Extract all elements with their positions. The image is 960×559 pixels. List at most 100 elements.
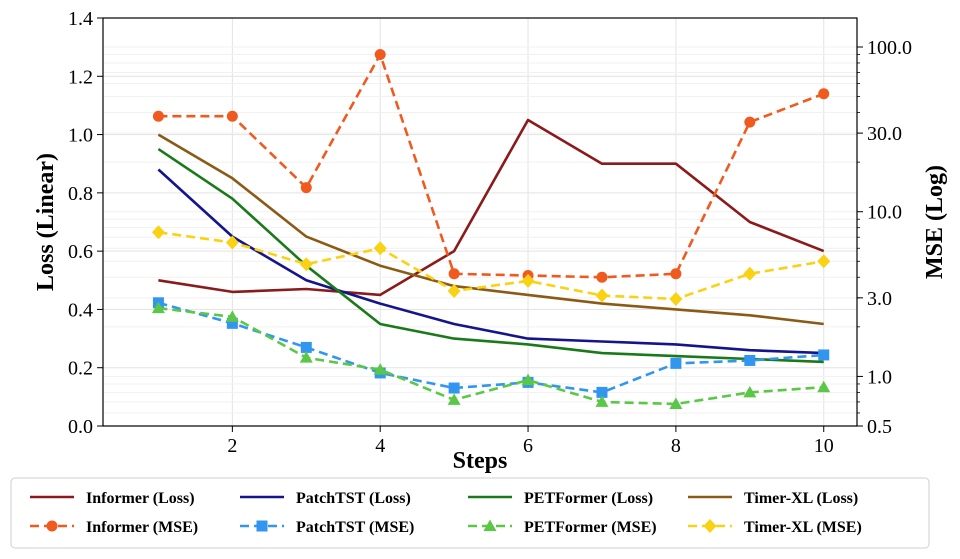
data-point: [743, 266, 757, 281]
data-point: [225, 310, 239, 322]
legend-item: PatchTST (Loss): [240, 490, 411, 507]
y-right-tick-label: 100.0: [867, 37, 912, 59]
legend-label: PatchTST (Loss): [296, 490, 411, 507]
data-point: [595, 288, 609, 303]
y-right-tick-label: 30.0: [867, 123, 902, 145]
legend-label: PatchTST (MSE): [296, 519, 414, 536]
x-tick-label: 4: [375, 435, 385, 457]
y-axis-right: 0.5 1.0 3.0 10.0 30.0 100.0: [857, 37, 912, 438]
y-left-tick-label: 0.2: [68, 358, 93, 380]
legend-marker: [256, 520, 268, 532]
y-right-tick-label: 0.5: [867, 416, 892, 438]
y-right-tick-label: 10.0: [867, 202, 902, 224]
y-axis-left-title: Loss (Linear): [33, 153, 59, 291]
series-7: [151, 225, 831, 307]
series-4: [152, 49, 830, 283]
data-point: [670, 357, 682, 369]
series-line: [158, 306, 824, 406]
legend-marker: [46, 520, 58, 532]
legend-item: Timer-XL (MSE): [688, 519, 862, 536]
legend-item: PatchTST (MSE): [240, 519, 414, 536]
data-point: [373, 241, 387, 256]
data-point: [595, 395, 609, 407]
series-2: [157, 148, 824, 364]
y-left-tick-label: 0.0: [68, 416, 93, 438]
x-axis: 2 4 6 8 10: [227, 426, 834, 457]
data-point: [151, 225, 165, 240]
data-point: [226, 317, 238, 329]
data-point: [448, 382, 460, 394]
data-point: [447, 284, 461, 299]
series-line: [157, 148, 824, 364]
y-left-tick-label: 1.0: [68, 125, 93, 147]
data-point: [151, 301, 165, 314]
data-point: [596, 271, 608, 283]
series-layer: [151, 49, 831, 410]
x-tick-label: 2: [227, 435, 237, 457]
legend-item: PETFormer (Loss): [468, 490, 653, 507]
legend-label: Informer (MSE): [86, 519, 198, 536]
y-left-tick-label: 0.8: [68, 183, 93, 205]
legend-label: PETFormer (Loss): [524, 490, 653, 507]
legend-label: Timer-XL (Loss): [744, 490, 858, 507]
legend-label: Timer-XL (MSE): [744, 519, 862, 536]
legend-box: [10, 477, 930, 549]
data-point: [300, 341, 312, 353]
y-left-tick-label: 0.6: [68, 241, 93, 263]
y-left-tick-label: 0.4: [68, 299, 93, 321]
series-line: [158, 118, 825, 297]
y-right-tick-label: 1.0: [867, 366, 892, 388]
data-point: [448, 268, 460, 280]
data-point: [373, 363, 387, 375]
x-tick-label: 10: [814, 435, 834, 457]
legend-label: PETFormer (MSE): [524, 519, 657, 536]
data-point: [669, 397, 683, 410]
data-point: [818, 88, 830, 100]
data-point: [374, 49, 386, 61]
data-point: [521, 273, 535, 288]
y-left-tick-label: 1.4: [68, 8, 93, 30]
legend-item: Timer-XL (Loss): [688, 490, 858, 507]
data-point: [300, 182, 312, 194]
data-point: [299, 257, 313, 272]
data-point: [669, 292, 683, 307]
y-axis-left: 0.0 0.2 0.4 0.6 0.8 1.0 1.2 1.4: [68, 8, 103, 438]
y-right-tick-label: 3.0: [867, 288, 892, 310]
data-point: [447, 393, 461, 405]
legend-item: PETFormer (MSE): [468, 519, 657, 536]
series-6: [151, 301, 831, 410]
data-point: [743, 385, 757, 398]
data-point: [744, 116, 756, 128]
legend-item: Informer (Loss): [30, 490, 195, 507]
x-tick-label: 6: [523, 435, 533, 457]
data-point: [817, 254, 831, 269]
series-1: [157, 168, 824, 355]
y-left-tick-label: 1.2: [68, 66, 93, 88]
x-axis-title: Steps: [453, 448, 508, 474]
data-point: [817, 380, 831, 393]
series-line: [157, 168, 824, 355]
series-line: [158, 301, 824, 394]
series-line: [158, 53, 825, 279]
data-point: [818, 349, 830, 361]
data-point: [744, 354, 756, 366]
plot-frame: [102, 17, 858, 427]
legend-item: Informer (MSE): [30, 519, 198, 536]
data-point: [152, 110, 164, 122]
data-point: [299, 351, 313, 363]
legend-label: Informer (Loss): [86, 490, 195, 507]
data-point: [521, 373, 535, 386]
legend: Informer (Loss) PatchTST (Loss) PETFormer …: [10, 477, 930, 549]
series-line: [158, 231, 824, 301]
data-point: [225, 235, 239, 250]
data-point: [596, 386, 608, 398]
data-point: [670, 268, 682, 280]
series-line: [157, 133, 824, 326]
x-tick-label: 8: [671, 435, 681, 457]
y-axis-right-title: MSE (Log): [922, 165, 948, 279]
series-0: [158, 118, 825, 297]
legend-marker: [483, 519, 497, 531]
data-point: [226, 110, 238, 122]
legend-marker: [703, 519, 717, 533]
